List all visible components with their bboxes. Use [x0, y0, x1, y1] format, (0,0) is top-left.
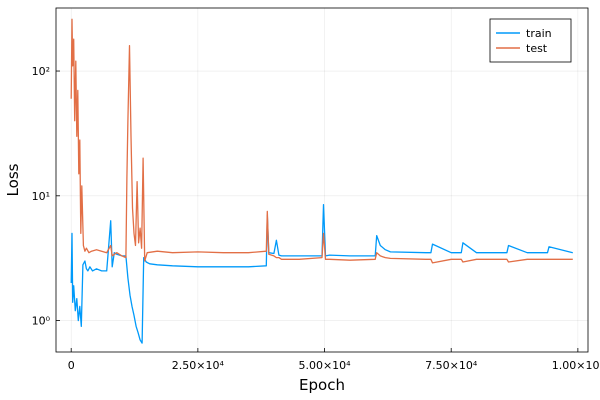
y-tick-label: 10⁰	[32, 315, 51, 328]
legend-box	[489, 18, 572, 63]
x-axis-ticks: 0 2.50×10⁴ 5.00×10⁴ 7.50×10⁴ 1.00×10⁵	[68, 348, 600, 372]
legend-label: train	[526, 27, 552, 40]
x-tick-label: 5.00×10⁴	[298, 359, 351, 372]
plot-frame	[55, 7, 589, 353]
x-tick-label: 2.50×10⁴	[172, 359, 225, 372]
y-tick-label: 10²	[32, 65, 50, 78]
y-tick-label: 10¹	[32, 190, 50, 203]
y-axis-title: Loss	[4, 163, 22, 196]
x-tick-label: 1.00×10⁵	[552, 359, 600, 372]
x-tick-label: 7.50×10⁴	[425, 359, 478, 372]
series-line-train	[70, 203, 573, 344]
grid-lines	[56, 8, 588, 352]
y-axis-ticks: 10⁰ 10¹ 10²	[32, 65, 60, 328]
x-tick-label: 0	[68, 359, 75, 372]
series-line-test	[70, 18, 573, 264]
legend: train test	[489, 18, 572, 63]
x-axis-title: Epoch	[299, 376, 345, 394]
legend-label: test	[526, 42, 548, 55]
series-lines	[70, 18, 573, 344]
